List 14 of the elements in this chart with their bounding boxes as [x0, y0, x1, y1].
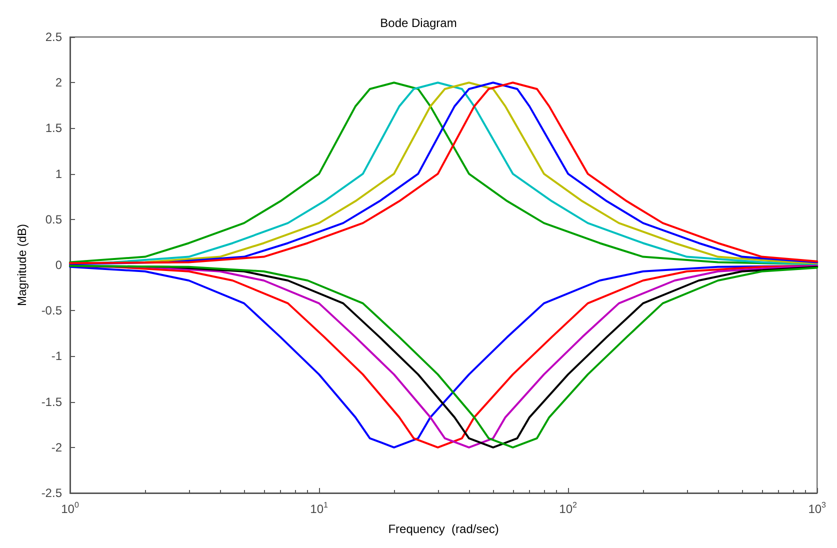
y-tick-label: 1 — [55, 166, 62, 181]
y-tick-label: 0 — [55, 258, 62, 272]
y-tick-label: -2.5 — [41, 486, 62, 500]
y-axis-title: Magnitude (dB) — [15, 224, 29, 306]
y-tick-label: 2 — [55, 76, 62, 90]
chart-title: Bode Diagram — [380, 16, 457, 30]
y-tick-label: -1 — [51, 349, 62, 364]
y-tick-label: 1.5 — [45, 121, 62, 136]
y-tick-label: 0.5 — [45, 212, 62, 226]
x-axis-title: Frequency (rad/sec) — [388, 522, 499, 536]
y-tick-label: -2 — [51, 440, 62, 454]
y-tick-label: 2.5 — [45, 30, 62, 44]
y-tick-label: -1.5 — [41, 394, 62, 409]
y-tick-label: -0.5 — [41, 304, 62, 318]
